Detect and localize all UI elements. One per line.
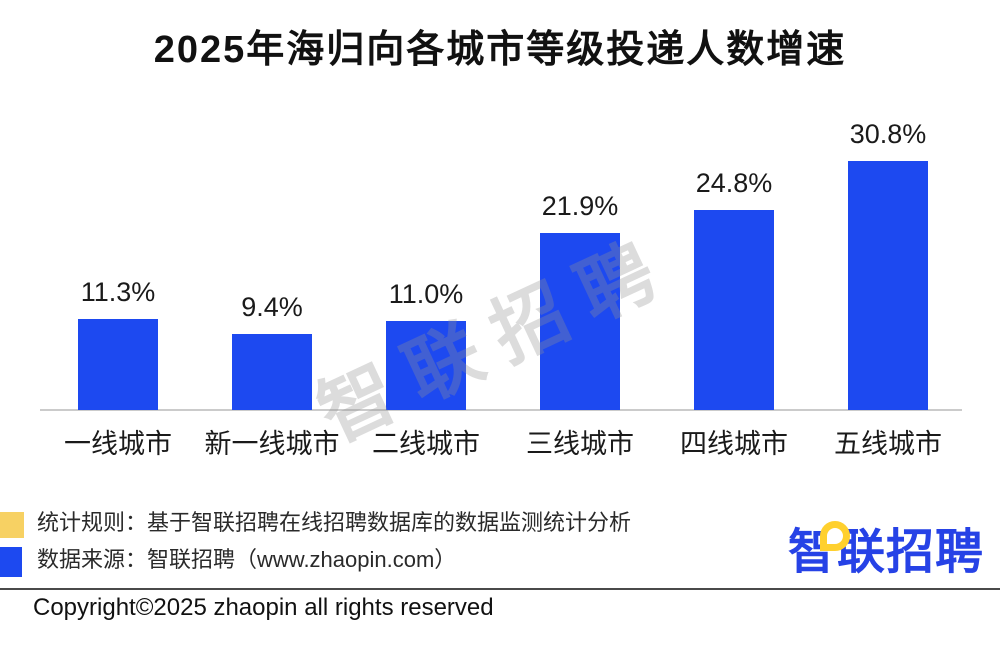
x-axis-label: 四线城市 (680, 429, 788, 459)
x-axis-label: 二线城市 (372, 429, 480, 459)
x-axis-label: 新一线城市 (204, 429, 340, 459)
copyright-text: Copyright©2025 zhaopin all rights reserv… (33, 594, 494, 621)
x-axis-label: 一线城市 (64, 429, 172, 459)
x-axis-label: 五线城市 (834, 429, 942, 459)
bar (78, 319, 158, 410)
legend-swatch-yellow (0, 512, 24, 538)
chart-title: 2025年海归向各城市等级投递人数增速 (153, 29, 847, 71)
bar-value-label: 11.3% (80, 277, 156, 307)
location-pin-icon (820, 521, 850, 551)
bar (540, 233, 620, 410)
bar (848, 161, 928, 410)
bar-value-label: 30.8% (849, 119, 927, 149)
bar (694, 210, 774, 410)
bar (232, 334, 312, 410)
legend-swatch-blue (0, 547, 22, 577)
bar-value-label: 11.0% (388, 279, 464, 309)
bar-value-label: 9.4% (241, 292, 303, 322)
note-data-source: 数据来源：智联招聘（www.zhaopin.com） (37, 547, 457, 572)
zhaopin-logo: 智联招聘 (788, 512, 988, 579)
footer-divider (0, 588, 1000, 590)
bar-chart: 11.3% 一线城市 9.4% 新一线城市 11.0% 二线城市 21.9% 三线城市 24.8… (40, 119, 962, 459)
bar-value-label: 21.9% (541, 191, 619, 221)
note-statistics-rule: 统计规则：基于智联招聘在线招聘数据库的数据监测统计分析 (37, 510, 632, 535)
bar-value-label: 24.8% (695, 168, 773, 198)
x-axis-line (40, 409, 962, 411)
bar (386, 321, 466, 410)
x-axis-label: 三线城市 (526, 429, 634, 459)
zhaopin-logo-text: 智联招聘 (788, 526, 985, 579)
